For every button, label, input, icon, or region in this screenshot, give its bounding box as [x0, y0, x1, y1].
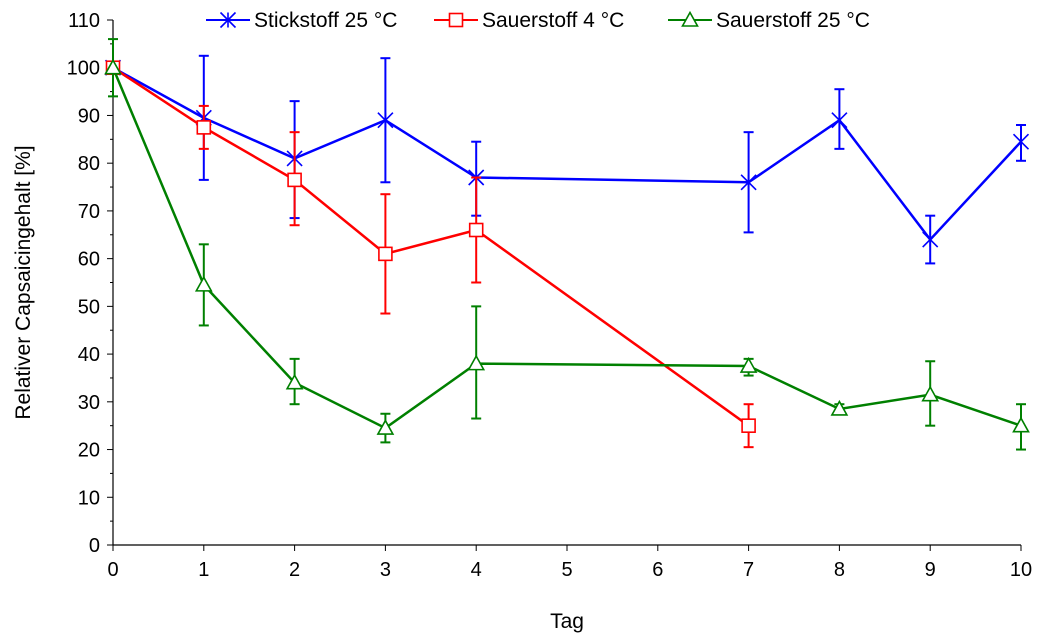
axes: 0 10 20 30 40 50 60 70 80 90 100 110 0 1 2 3 4 5 6 7 8 9 10 — [67, 10, 1033, 581]
series-3 — [104, 38, 1030, 451]
series-1 — [104, 54, 1030, 265]
data-point-marker — [378, 246, 393, 262]
data-point-marker — [287, 172, 302, 188]
data-point-marker — [376, 418, 395, 435]
y-tick-label: 60 — [78, 249, 100, 271]
data-point-marker — [467, 354, 486, 371]
y-tick-label: 70 — [78, 201, 100, 223]
data-point-marker — [285, 373, 304, 390]
data-point-marker — [377, 112, 394, 129]
y-tick-label: 90 — [78, 105, 100, 127]
x-tick-label: 1 — [198, 559, 209, 581]
data-point-marker — [219, 11, 237, 29]
x-tick-label: 9 — [925, 559, 936, 581]
series-layer — [104, 38, 1030, 451]
y-tick-label: 110 — [68, 10, 100, 32]
legend-label: Sauerstoff 4 °C — [482, 9, 624, 32]
data-point-marker — [740, 174, 757, 191]
x-tick-label: 0 — [107, 559, 118, 581]
data-point-marker — [741, 418, 756, 433]
x-tick-label: 8 — [834, 559, 845, 581]
y-tick-label: 10 — [78, 487, 100, 509]
data-point-marker — [1012, 416, 1030, 433]
x-tick-label: 5 — [561, 559, 572, 581]
legend-item: Sauerstoff 25 °C — [668, 9, 870, 32]
data-point-marker — [104, 58, 122, 75]
legend-item: Sauerstoff 4 °C — [434, 9, 624, 32]
series-line — [112, 66, 750, 427]
y-tick-label: 40 — [78, 344, 100, 366]
series-line — [111, 67, 1022, 430]
x-tick-label: 10 — [1010, 559, 1032, 581]
y-axis-title: Relativer Capsaicingehalt [%] — [12, 145, 35, 419]
x-tick-label: 6 — [652, 559, 663, 581]
legend-label: Sauerstoff 25 °C — [716, 9, 870, 32]
legend-item: Stickstoff 25 °C — [206, 9, 397, 32]
y-tick-label: 80 — [78, 153, 100, 175]
data-point-marker — [831, 112, 848, 129]
data-point-marker — [922, 231, 939, 248]
data-point-marker — [194, 275, 213, 292]
y-tick-label: 0 — [89, 535, 100, 557]
data-point-marker — [921, 385, 940, 402]
data-point-marker — [681, 10, 699, 27]
data-point-marker — [1012, 133, 1030, 150]
x-tick-label: 7 — [743, 559, 754, 581]
y-tick-label: 100 — [67, 58, 100, 80]
data-point-marker — [468, 222, 484, 238]
legend: Stickstoff 25 °C Sauerstoff 4 °C Sauerstof… — [206, 9, 870, 32]
y-tick-label: 50 — [78, 296, 100, 318]
x-tick-label: 2 — [289, 559, 300, 581]
x-tick-label: 3 — [380, 559, 391, 581]
y-tick-label: 20 — [78, 440, 100, 462]
x-axis-title: Tag — [550, 610, 584, 633]
data-point-marker — [196, 120, 212, 135]
data-point-marker — [448, 12, 464, 28]
data-point-marker — [739, 356, 758, 373]
data-point-marker — [830, 399, 849, 416]
x-tick-label: 4 — [471, 559, 482, 581]
legend-label: Stickstoff 25 °C — [254, 9, 397, 32]
y-tick-label: 30 — [78, 392, 100, 414]
